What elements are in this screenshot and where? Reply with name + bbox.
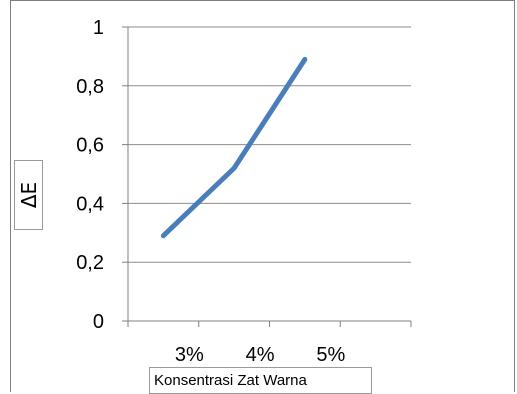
x-tick-label: 3% <box>175 344 204 366</box>
y-tick-label: 0 <box>93 311 104 333</box>
chart-frame <box>10 0 515 392</box>
y-tick-label: 1 <box>93 17 104 39</box>
y-axis-title-box: ΔE <box>14 160 43 230</box>
x-axis-title: Konsentrasi Zat Warna <box>149 367 372 394</box>
y-tick-label: 0,4 <box>76 193 104 215</box>
y-tick-label: 0,8 <box>76 76 104 98</box>
x-tick-label: 5% <box>316 344 345 366</box>
y-tick-label: 0,2 <box>76 252 104 274</box>
y-tick-label: 0,6 <box>76 135 104 157</box>
y-axis-title: ΔE <box>16 181 41 209</box>
x-tick-label: 4% <box>246 344 275 366</box>
